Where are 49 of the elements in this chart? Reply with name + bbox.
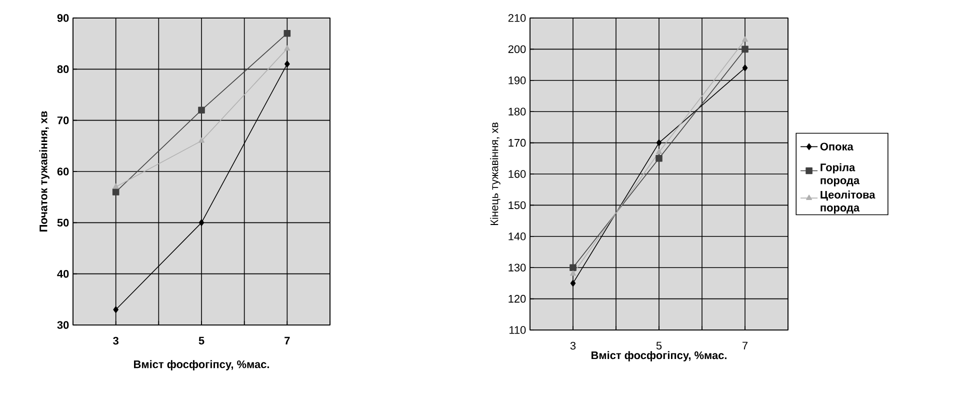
point	[656, 139, 662, 146]
legend-label: Горіла порода	[820, 163, 860, 186]
y-tick-label: 50	[57, 218, 69, 227]
point	[284, 60, 290, 68]
y-tick-label: 150	[508, 201, 526, 210]
y-tick-label: 140	[508, 232, 526, 240]
y-axis-title: Кінець тужавіння, хв	[490, 122, 500, 226]
point	[656, 148, 662, 154]
y-tick-label: 70	[57, 116, 69, 124]
y-tick-label: 180	[508, 108, 526, 116]
x-tick-label: 5	[198, 336, 204, 344]
y-tick-label: 40	[57, 270, 69, 278]
y-tick-label: 30	[57, 321, 69, 329]
y-tick-label: 90	[57, 14, 69, 22]
y-tick-label: 190	[508, 76, 526, 84]
legend-label: Опока	[820, 142, 854, 150]
x-tick-label: 7	[284, 336, 290, 344]
point	[570, 270, 576, 276]
x-tick-label: 5	[656, 342, 662, 350]
x-tick-label: 3	[570, 342, 576, 350]
x-axis-title: Вміст фосфогіпсу, %мас.	[134, 360, 269, 370]
y-tick-label: 210	[508, 14, 526, 22]
y-tick-label: 130	[508, 264, 526, 272]
x-tick-label: 7	[742, 342, 748, 350]
y-tick-label: 60	[57, 168, 69, 176]
y-tick-label: 110	[510, 326, 526, 334]
point	[570, 264, 576, 271]
x-axis-title: Вміст фосфогіпсу, %мас.	[592, 351, 726, 362]
y-axis-title: Початок тужавіння, хв	[39, 111, 50, 232]
point	[198, 106, 205, 114]
x-tick-label: 3	[113, 336, 118, 345]
y-tick-label: 170	[508, 138, 526, 147]
point	[198, 219, 204, 226]
y-tick-label: 160	[508, 170, 526, 178]
point	[112, 183, 119, 189]
point	[570, 280, 576, 287]
point	[198, 137, 204, 143]
point	[742, 36, 748, 42]
point	[284, 30, 291, 37]
point	[656, 155, 662, 162]
y-tick-label: 200	[508, 45, 526, 54]
point	[742, 46, 748, 53]
point	[113, 306, 118, 314]
point	[112, 188, 120, 196]
point	[284, 45, 290, 51]
y-tick-label: 120	[508, 294, 526, 303]
legend-label: Цеолітова порода	[820, 190, 876, 214]
point	[742, 64, 748, 72]
y-tick-label: 80	[57, 65, 69, 74]
